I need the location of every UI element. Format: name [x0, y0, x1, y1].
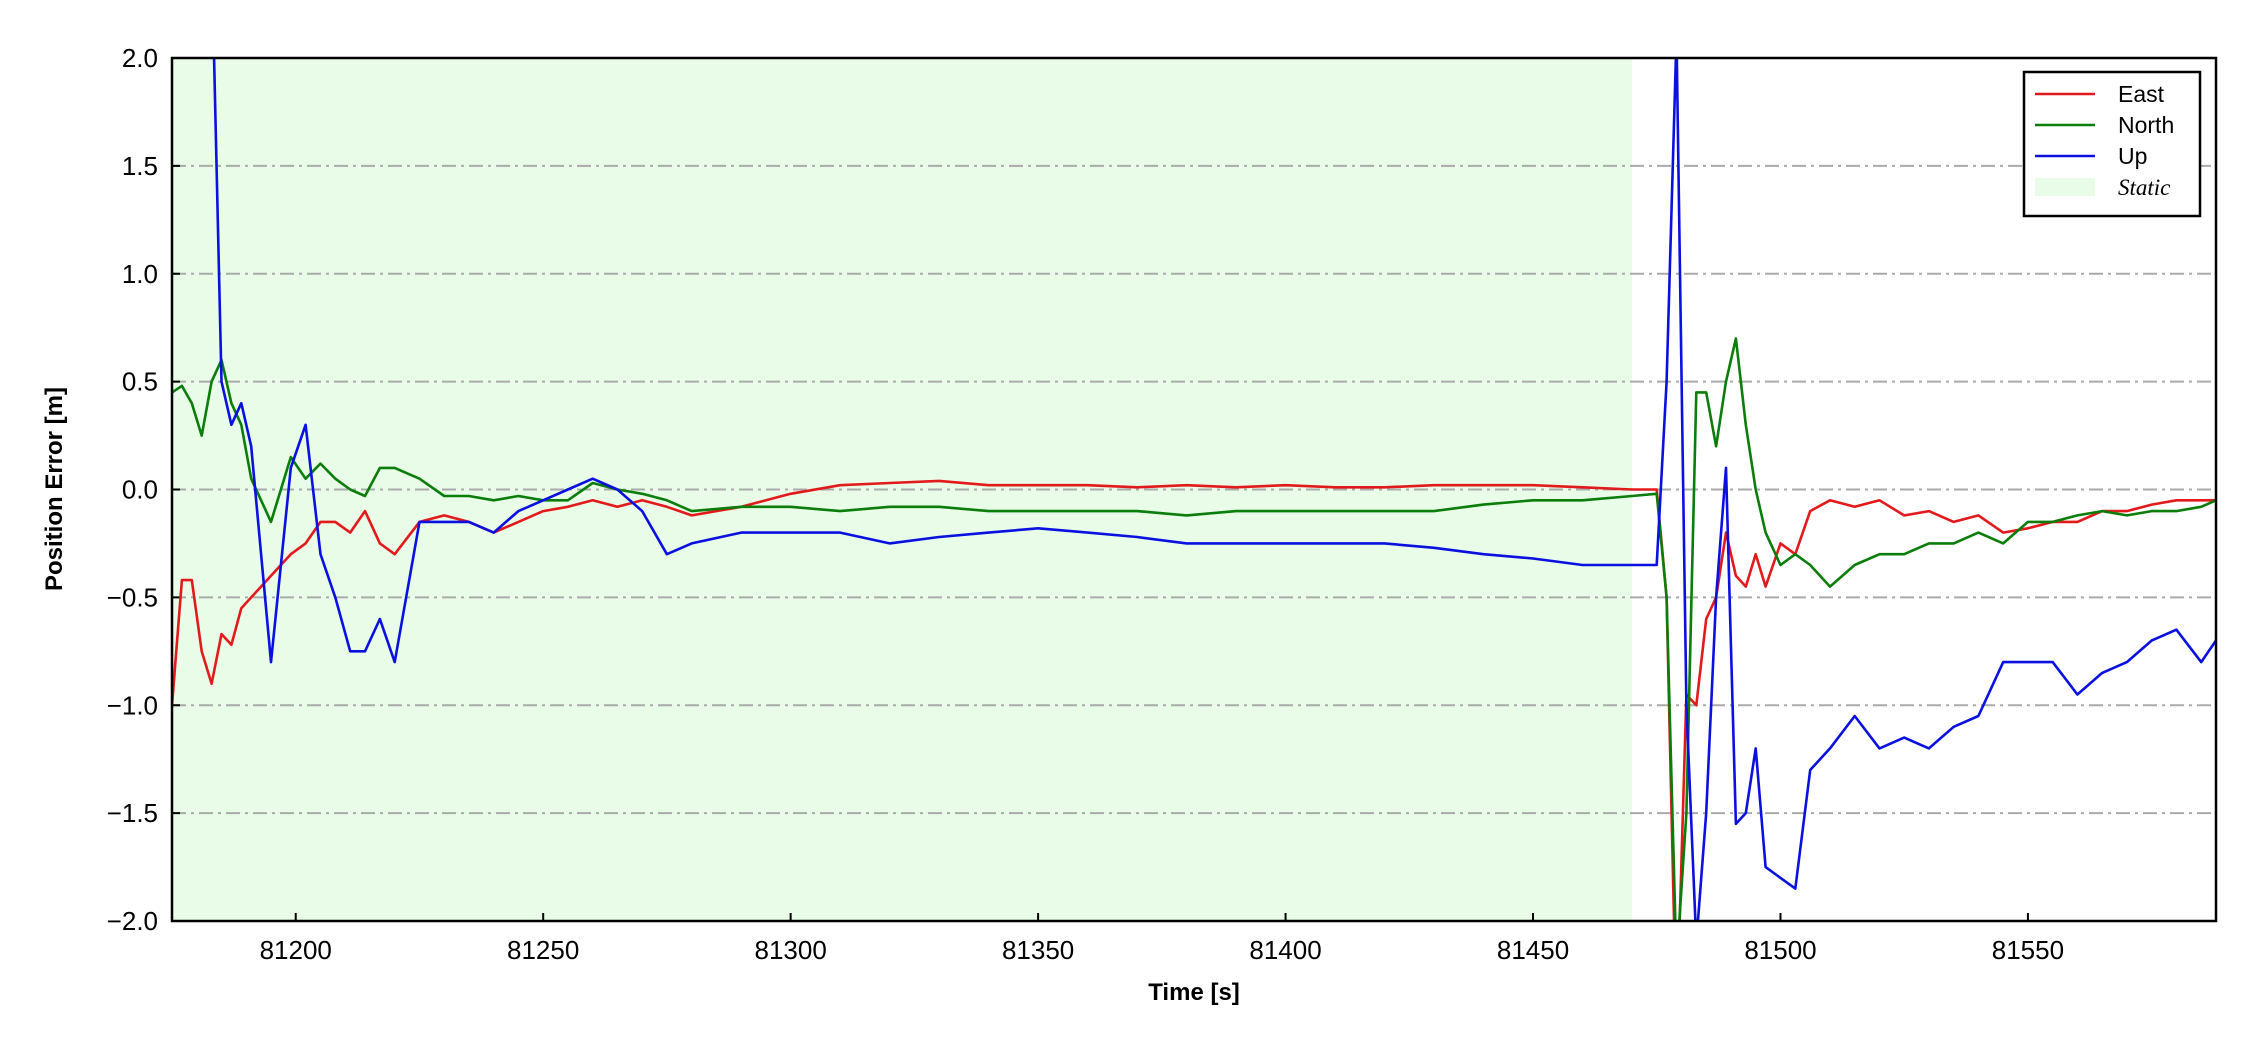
y-tick-label: 1.5: [122, 151, 158, 181]
series-line: [212, 58, 2216, 921]
series-line: [172, 337, 2216, 921]
y-tick-label: −0.5: [107, 582, 158, 612]
plot-lines: [172, 58, 2216, 921]
y-tick-label: 0.0: [122, 475, 158, 505]
legend-label: North: [2118, 112, 2174, 138]
x-tick-label: 81450: [1497, 935, 1569, 965]
x-tick-label: 81550: [1992, 935, 2064, 965]
series-line: [172, 479, 2216, 921]
x-tick-label: 81500: [1744, 935, 1816, 965]
y-tick-label: 2.0: [122, 43, 158, 73]
y-tick-label: −1.5: [107, 798, 158, 828]
y-tick-label: −1.0: [107, 690, 158, 720]
x-axis-label: Time [s]: [1148, 979, 1240, 1006]
y-tick-label: 0.5: [122, 367, 158, 397]
x-tick-label: 81350: [1002, 935, 1074, 965]
x-tick-label: 81200: [260, 935, 332, 965]
x-tick-label: 81300: [754, 935, 826, 965]
x-tick-label: 81400: [1249, 935, 1321, 965]
y-tick-label: 1.0: [122, 259, 158, 289]
legend-label: Up: [2118, 143, 2147, 169]
plot-frame: [170, 56, 2218, 923]
y-tick-label: −2.0: [107, 906, 158, 936]
legend-swatch: [2035, 178, 2095, 196]
x-tick-label: 81250: [507, 935, 579, 965]
legend-label: Static: [2118, 175, 2170, 200]
legend-label: East: [2118, 81, 2165, 107]
y-axis-label: Position Error [m]: [41, 387, 68, 591]
